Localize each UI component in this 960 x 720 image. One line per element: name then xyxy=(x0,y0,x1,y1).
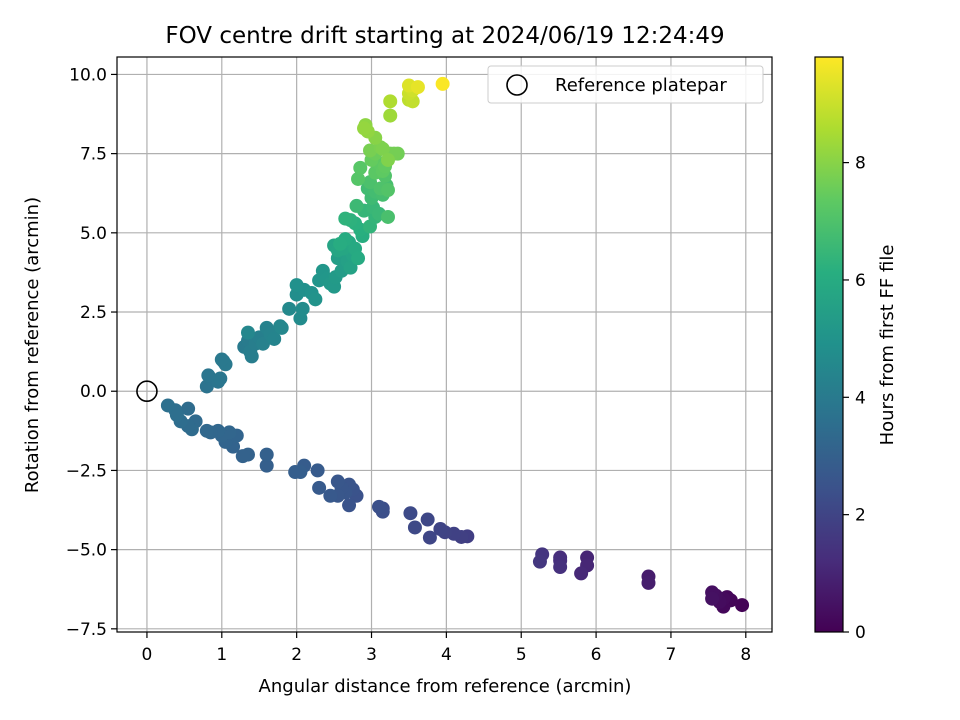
data-point xyxy=(259,447,274,462)
colorbar-tick-label: 6 xyxy=(855,271,866,291)
x-tick-label: 1 xyxy=(216,645,227,665)
data-point xyxy=(351,251,366,266)
y-tick-label: 10.0 xyxy=(69,65,107,85)
x-tick-label: 7 xyxy=(666,645,677,665)
legend-open-circle-icon xyxy=(506,74,528,96)
x-tick-label: 3 xyxy=(366,645,377,665)
x-tick-label: 0 xyxy=(142,645,153,665)
colorbar-gradient xyxy=(814,56,844,633)
data-point xyxy=(349,198,364,213)
data-point xyxy=(213,371,228,386)
data-point xyxy=(375,141,390,156)
y-tick-label: −2.5 xyxy=(66,461,107,481)
x-tick-label: 4 xyxy=(441,645,452,665)
colorbar-tick-label: 4 xyxy=(855,388,866,408)
colorbar-tick-label: 8 xyxy=(855,154,866,174)
y-tick-label: 7.5 xyxy=(80,145,107,165)
data-point xyxy=(201,368,216,383)
y-tick-label: −7.5 xyxy=(66,620,107,640)
data-point xyxy=(353,160,368,175)
data-point xyxy=(289,278,304,293)
data-point xyxy=(181,401,196,416)
data-point xyxy=(288,465,303,480)
data-point xyxy=(330,474,345,489)
data-point xyxy=(380,183,395,198)
data-point xyxy=(410,80,425,95)
data-point xyxy=(323,488,338,503)
data-point xyxy=(407,520,422,535)
legend-entry-label: Reference platepar xyxy=(555,75,727,96)
colorbar-tick-label: 0 xyxy=(855,623,866,643)
legend: Reference platepar xyxy=(487,65,764,104)
plot-area-frame xyxy=(116,56,773,633)
data-point xyxy=(199,423,214,438)
data-point xyxy=(160,398,175,413)
y-tick-label: 2.5 xyxy=(80,303,107,323)
data-point xyxy=(308,292,323,307)
chart-title: FOV centre drift starting at 2024/06/19 … xyxy=(165,23,724,49)
reference-platepar-marker xyxy=(136,380,158,403)
data-point xyxy=(532,554,547,569)
data-point xyxy=(351,171,366,186)
legend-box xyxy=(487,65,764,104)
x-tick-label: 2 xyxy=(291,645,302,665)
data-point xyxy=(342,498,357,513)
data-point xyxy=(343,260,358,275)
y-tick-label: 0.0 xyxy=(80,382,107,402)
colorbar-label: Hours from first FF file xyxy=(877,245,898,446)
data-point xyxy=(274,320,289,335)
data-point xyxy=(241,325,255,340)
colorbar: 0 2 4 6 8 Hours from first FF file xyxy=(814,56,898,643)
data-point xyxy=(310,463,325,478)
data-point xyxy=(380,209,395,224)
data-point xyxy=(338,211,353,226)
data-point xyxy=(383,94,398,109)
data-point xyxy=(333,236,348,251)
data-point xyxy=(641,575,656,590)
data-point xyxy=(259,458,274,473)
data-point xyxy=(244,349,259,364)
data-point xyxy=(312,480,327,495)
data-point xyxy=(372,499,386,514)
x-axis-ticks: 0 1 2 3 4 5 6 7 8 xyxy=(142,632,751,665)
colorbar-tick-label: 2 xyxy=(855,506,866,526)
data-point xyxy=(403,506,418,521)
x-axis-label: Angular distance from reference (arcmin) xyxy=(259,676,632,697)
data-point xyxy=(235,449,250,464)
data-point xyxy=(705,591,720,606)
grid-lines xyxy=(117,57,772,632)
data-point xyxy=(357,121,372,136)
data-point xyxy=(282,301,297,316)
data-point xyxy=(735,598,750,613)
y-axis-ticks: −7.5 −5.0 −2.5 0.0 2.5 5.0 7.5 10.0 xyxy=(66,65,117,640)
x-tick-label: 5 xyxy=(516,645,527,665)
data-point xyxy=(574,566,589,581)
data-point xyxy=(420,512,435,527)
data-point xyxy=(383,108,398,123)
data-point xyxy=(295,301,310,316)
colorbar-ticks: 0 2 4 6 8 xyxy=(843,154,866,643)
x-tick-label: 8 xyxy=(740,645,751,665)
data-point xyxy=(553,560,568,575)
data-point xyxy=(267,331,282,346)
y-axis-label: Rotation from reference (arcmin) xyxy=(22,197,43,493)
x-tick-label: 6 xyxy=(591,645,602,665)
data-point xyxy=(255,336,270,351)
data-point xyxy=(422,530,437,545)
y-tick-label: −5.0 xyxy=(66,541,107,561)
data-point xyxy=(435,76,450,91)
y-tick-label: 5.0 xyxy=(80,224,107,244)
data-point xyxy=(433,522,448,537)
data-points xyxy=(160,76,750,614)
data-point xyxy=(380,152,395,167)
data-point xyxy=(214,352,229,367)
